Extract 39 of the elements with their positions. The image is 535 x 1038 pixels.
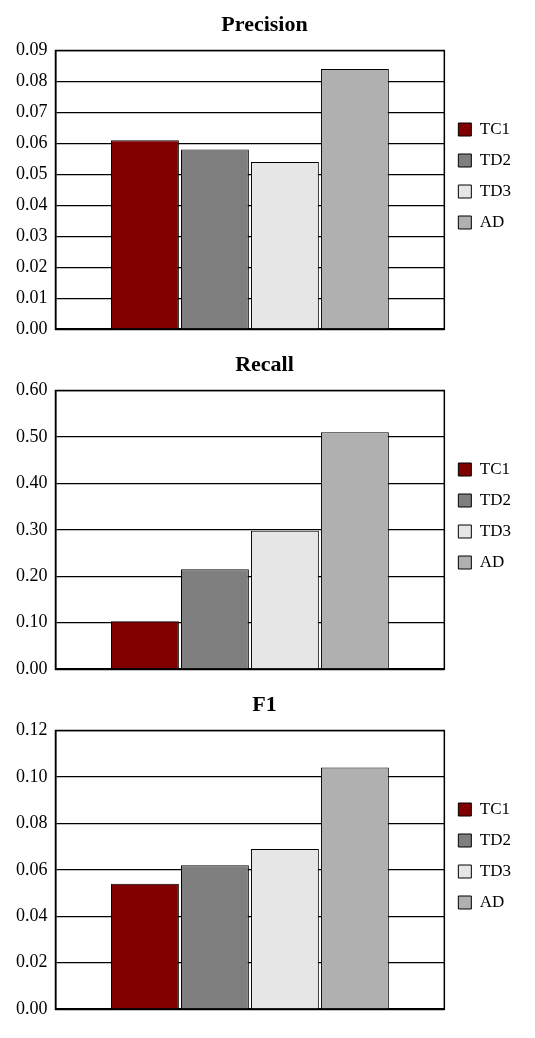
legend-label: AD xyxy=(479,551,505,571)
y-tick-label: 0.30 xyxy=(16,518,48,539)
y-tick-label: 0.60 xyxy=(16,379,48,400)
y-tick-label: 0.09 xyxy=(16,39,48,60)
y-tick-label: 0.08 xyxy=(16,812,48,833)
chart-title: Precision xyxy=(221,10,308,36)
y-tick-label: 0.10 xyxy=(16,611,48,632)
y-tick-label: 0.00 xyxy=(16,657,48,678)
legend-label: TC1 xyxy=(479,458,511,478)
legend-label: TC1 xyxy=(479,798,511,818)
chart-title: F1 xyxy=(252,690,277,716)
y-tick-label: 0.02 xyxy=(16,255,48,276)
y-tick-label: 0.08 xyxy=(16,70,48,91)
legend-label: TD2 xyxy=(479,829,512,849)
y-tick-label: 0.04 xyxy=(16,905,48,925)
y-tick-label: 0.06 xyxy=(16,858,48,879)
y-tick-label: 0.06 xyxy=(16,132,48,153)
y-tick-label: 0.01 xyxy=(16,286,48,307)
y-tick-label: 0.20 xyxy=(16,565,48,585)
y-tick-label: 0.04 xyxy=(16,194,48,215)
y-tick-label: 0.40 xyxy=(16,472,48,493)
legend-label: AD xyxy=(479,891,505,911)
legend-label: TD3 xyxy=(479,520,512,540)
legend-label: AD xyxy=(479,211,505,231)
y-tick-label: 0.50 xyxy=(16,425,48,446)
legend-label: TD2 xyxy=(479,149,512,169)
legend-label: TD2 xyxy=(479,489,512,509)
legend-label: TD3 xyxy=(479,860,512,880)
y-tick-label: 0.10 xyxy=(16,765,48,786)
legend-label: TC1 xyxy=(479,118,511,138)
y-tick-label: 0.12 xyxy=(16,719,48,740)
y-tick-label: 0.03 xyxy=(16,225,48,245)
chart-title: Recall xyxy=(235,350,294,376)
y-tick-label: 0.05 xyxy=(16,163,48,184)
y-tick-label: 0.00 xyxy=(16,317,48,338)
y-tick-label: 0.07 xyxy=(16,101,48,122)
y-tick-label: 0.02 xyxy=(16,951,48,972)
legend-label: TD3 xyxy=(479,180,512,200)
y-tick-label: 0.00 xyxy=(16,997,48,1018)
